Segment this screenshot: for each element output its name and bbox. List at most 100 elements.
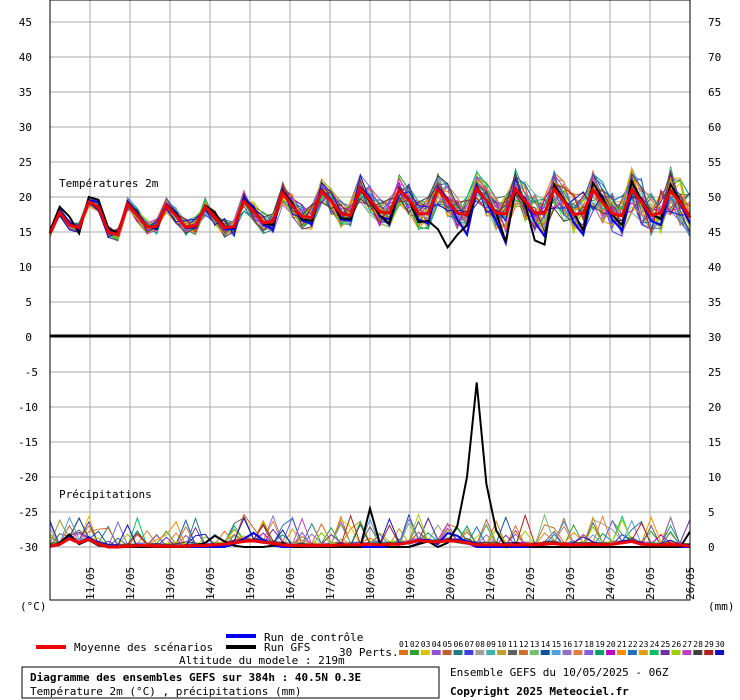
precip-left-tick: -5 <box>25 366 38 379</box>
pert-swatch-05 <box>442 650 452 655</box>
temp-left-tick: 35 <box>19 86 32 99</box>
precip-left-tick: -20 <box>18 471 38 484</box>
pert-id-15: 15 <box>552 640 562 649</box>
temp-right-tick: 35 <box>708 296 721 309</box>
footer-subtitle: Température 2m (°C) , précipitations (mm… <box>30 685 302 698</box>
pert-swatch-02 <box>409 650 419 655</box>
temp-left-tick: 45 <box>19 16 32 29</box>
pert-swatch-21 <box>617 650 626 655</box>
date-tick: 13/05 <box>164 567 177 600</box>
pert-id-26: 26 <box>672 640 682 649</box>
temp-left-tick: 5 <box>25 296 32 309</box>
precip-left-tick: -25 <box>18 506 38 519</box>
date-tick: 15/05 <box>244 567 257 600</box>
pert-swatch-14 <box>540 650 550 655</box>
pert-id-18: 18 <box>584 640 594 649</box>
temp-right-tick: 65 <box>708 86 721 99</box>
date-tick: 12/05 <box>124 567 137 600</box>
legend: Moyenne des scénarios Run de contrôle Ru… <box>36 631 725 667</box>
precip-right-tick: 10 <box>708 471 721 484</box>
pert-id-25: 25 <box>661 640 671 649</box>
pert-id-19: 19 <box>595 640 605 649</box>
pert-id-24: 24 <box>650 640 660 649</box>
pert-swatch-04 <box>431 650 441 655</box>
precip-left-tick: -30 <box>18 541 38 554</box>
precip-right-tick: 20 <box>708 401 721 414</box>
pert-id-06: 06 <box>454 640 464 649</box>
precip-left-tick: -15 <box>18 436 38 449</box>
pert-id-03: 03 <box>421 640 431 649</box>
temperature-panel-label: Températures 2m <box>59 177 159 190</box>
chart-frame <box>49 0 691 601</box>
mean-precipitation-line <box>49 536 691 549</box>
date-tick: 16/05 <box>284 567 297 600</box>
pert-swatch-01 <box>399 650 408 655</box>
pert-id-13: 13 <box>530 640 540 649</box>
pert-swatch-15 <box>551 650 561 655</box>
perturbation-temp-line <box>49 174 691 240</box>
pert-id-05: 05 <box>443 640 453 649</box>
pert-id-09: 09 <box>486 640 496 649</box>
date-tick: 22/05 <box>524 567 537 600</box>
temp-left-tick: 40 <box>19 51 32 64</box>
pert-swatch-11 <box>508 650 517 655</box>
date-tick: 17/05 <box>324 567 337 600</box>
footer-box <box>21 666 440 699</box>
plot-border <box>49 0 691 601</box>
temp-left-tick: 15 <box>19 226 32 239</box>
left-unit-label: (°C) <box>20 600 47 613</box>
date-tick: 18/05 <box>364 567 377 600</box>
date-tick: 26/05 <box>684 567 697 600</box>
pert-id-08: 08 <box>475 640 485 649</box>
pert-id-30: 30 <box>715 640 725 649</box>
pert-swatch-16 <box>562 650 572 655</box>
pert-swatch-27 <box>682 650 692 655</box>
pert-id-12: 12 <box>519 640 529 649</box>
pert-swatch-25 <box>660 650 670 655</box>
temp-left-tick: 0 <box>25 331 32 344</box>
pert-swatch-23 <box>638 650 648 655</box>
footer-title: Diagramme des ensembles GEFS sur 384h : … <box>30 671 361 684</box>
pert-id-17: 17 <box>573 640 583 649</box>
pert-swatch-17 <box>573 650 583 655</box>
pert-swatch-12 <box>518 650 528 655</box>
perturbations-label: 30 Perts. <box>339 646 399 659</box>
pert-id-20: 20 <box>606 640 616 649</box>
date-tick: 19/05 <box>404 567 417 600</box>
pert-swatch-28 <box>693 650 703 655</box>
temp-right-tick: 60 <box>708 121 721 134</box>
date-tick: 23/05 <box>564 567 577 600</box>
pert-swatch-18 <box>584 650 594 655</box>
pert-swatch-30 <box>715 650 725 655</box>
pert-id-02: 02 <box>410 640 420 649</box>
pert-id-27: 27 <box>682 640 692 649</box>
temp-right-tick: 70 <box>708 51 721 64</box>
precipitation-panel-label: Précipitations <box>59 488 152 501</box>
temp-right-tick: 40 <box>708 261 721 274</box>
pert-id-28: 28 <box>693 640 703 649</box>
run-info: Ensemble GEFS du 10/05/2025 - 06Z <box>450 666 669 679</box>
mean-temperature-line <box>48 185 692 237</box>
temp-right-tick: 30 <box>708 331 721 344</box>
pert-swatch-19 <box>595 650 605 655</box>
pert-swatch-24 <box>649 650 659 655</box>
pert-swatch-22 <box>627 650 637 655</box>
temp-right-tick: 50 <box>708 191 721 204</box>
pert-swatch-09 <box>486 650 496 655</box>
pert-swatch-03 <box>420 650 430 655</box>
precip-right-tick: 25 <box>708 366 721 379</box>
pert-id-22: 22 <box>628 640 638 649</box>
precip-right-tick: 0 <box>708 541 715 554</box>
temp-right-tick: 75 <box>708 16 721 29</box>
temp-right-tick: 45 <box>708 226 721 239</box>
legend-control-label: Run de contrôle <box>264 631 363 644</box>
pert-id-10: 10 <box>497 640 507 649</box>
pert-swatch-06 <box>453 650 463 655</box>
altitude-label: Altitude du modele : 219m <box>179 654 345 667</box>
date-tick: 25/05 <box>644 567 657 600</box>
pert-swatch-26 <box>671 650 681 655</box>
perturbation-legend: 01 02 03 04 05 06 07 08 09 10 11 12 13 14 15 16 17 18 19 20… <box>399 640 725 655</box>
precip-left-tick: -10 <box>18 401 38 414</box>
copyright: Copyright 2025 Meteociel.fr <box>450 685 629 698</box>
